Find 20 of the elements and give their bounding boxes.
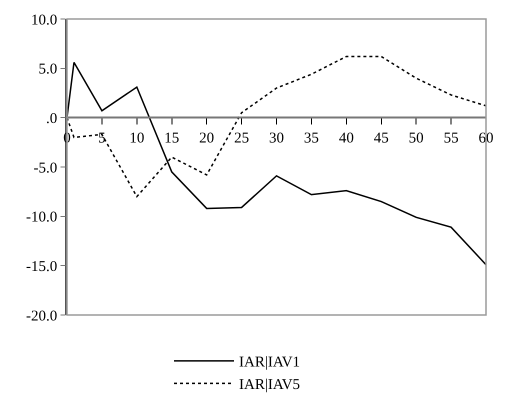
y-tick-label: 5.0 bbox=[38, 62, 58, 78]
y-tick-label: -10.0 bbox=[26, 210, 58, 226]
legend-label: IAR|IAV5 bbox=[239, 377, 300, 394]
y-tick-label: -20.0 bbox=[26, 308, 58, 324]
x-tick-label: 30 bbox=[269, 130, 284, 146]
x-tick-label: 10 bbox=[129, 130, 144, 146]
x-tick-label: 35 bbox=[304, 130, 319, 146]
x-tick-label: 55 bbox=[444, 130, 459, 146]
x-tick-label: 45 bbox=[374, 130, 389, 146]
x-tick-label: 20 bbox=[199, 130, 214, 146]
y-tick-label: .0 bbox=[46, 110, 58, 127]
y-tick-label: -15.0 bbox=[26, 258, 58, 275]
x-tick-label: 40 bbox=[338, 130, 354, 146]
x-tick-label: 15 bbox=[164, 130, 180, 146]
x-tick-label: 60 bbox=[478, 130, 494, 146]
x-tick-label: 25 bbox=[234, 130, 250, 146]
y-tick-label: 10.0 bbox=[31, 12, 58, 28]
y-tick-label: -5.0 bbox=[34, 160, 58, 176]
legend-label: IAR|IAV1 bbox=[239, 354, 300, 371]
x-tick-label: 50 bbox=[408, 130, 424, 146]
